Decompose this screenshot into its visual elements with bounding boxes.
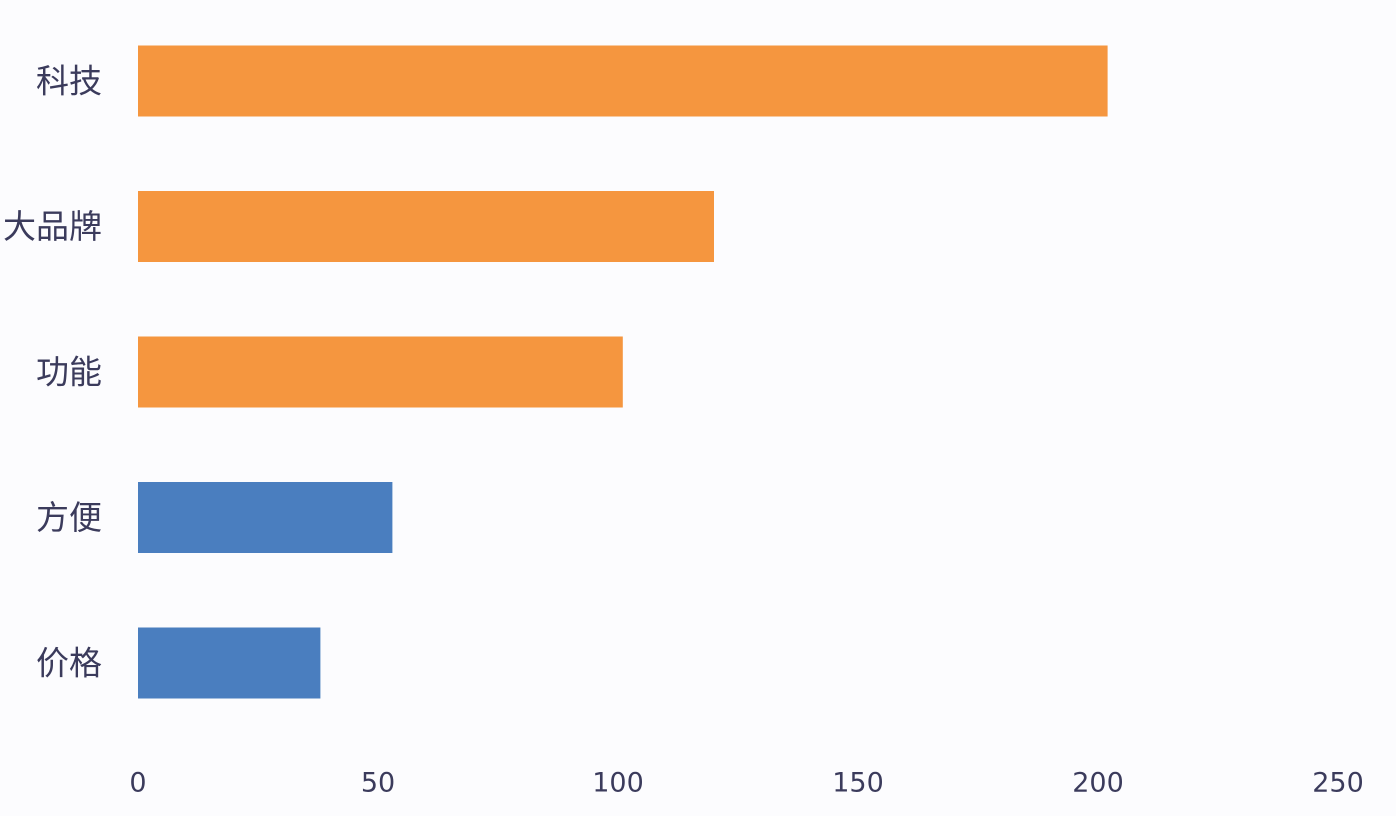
x-tick-label: 50 <box>361 768 395 799</box>
category-label: 方便 <box>36 498 102 537</box>
x-tick-label: 100 <box>592 768 644 799</box>
bar-2 <box>138 336 623 408</box>
bar-3 <box>138 482 393 553</box>
x-tick-label: 250 <box>1312 768 1364 799</box>
category-label: 功能 <box>36 353 102 392</box>
x-tick-label: 200 <box>1072 768 1124 799</box>
x-tick-label: 0 <box>129 768 146 799</box>
category-label: 科技 <box>36 62 102 101</box>
bars-group <box>138 45 1108 699</box>
x-tick-label: 150 <box>832 768 884 799</box>
bar-4 <box>138 627 321 699</box>
category-label: 价格 <box>36 644 102 683</box>
category-label: 大品牌 <box>3 207 102 246</box>
bar-0 <box>138 45 1108 117</box>
bar-1 <box>138 191 714 262</box>
x-axis-ticks-group: 0 50 100 150 200 250 <box>129 768 1363 799</box>
